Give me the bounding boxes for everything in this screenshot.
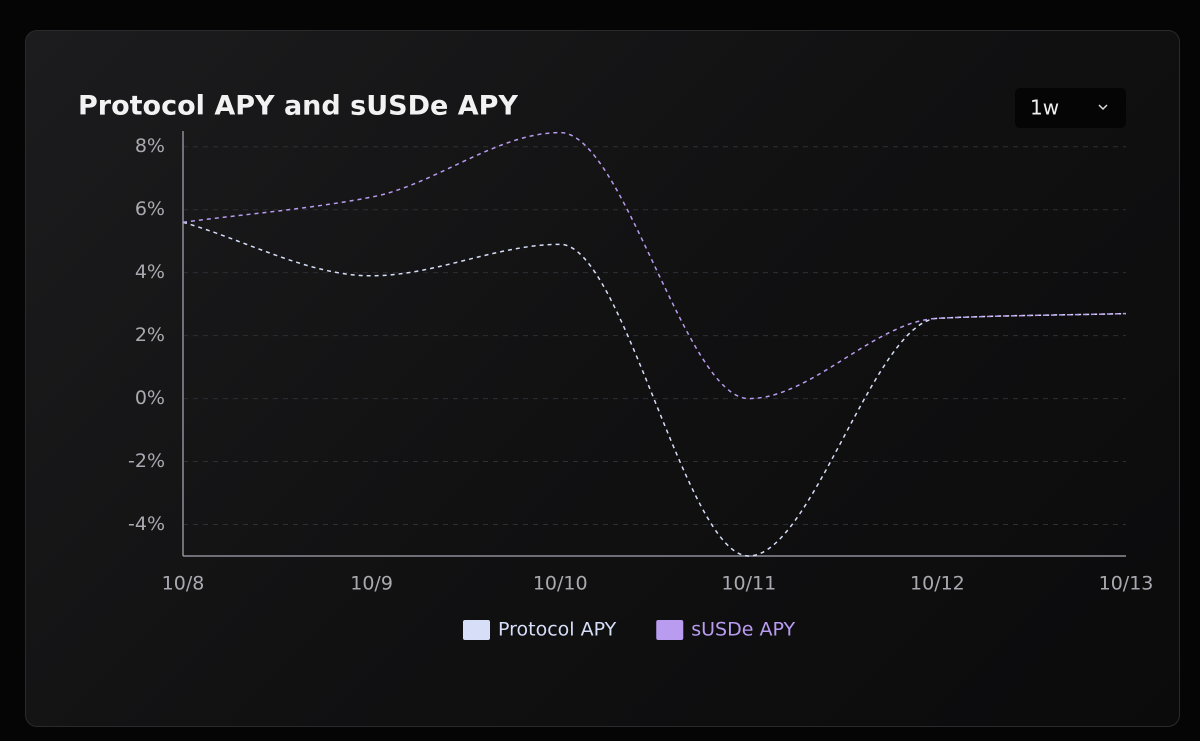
y-tick-label: -4% — [128, 513, 165, 535]
y-tick-label: 4% — [135, 261, 165, 283]
legend-swatch — [463, 620, 490, 640]
legend-label: Protocol APY — [498, 619, 617, 641]
range-selector-box[interactable] — [1015, 88, 1126, 128]
x-tick-label: 10/8 — [162, 573, 205, 595]
chevron-icon[interactable] — [1098, 104, 1108, 111]
x-tick-label: 10/10 — [533, 573, 588, 595]
y-tick-label: 0% — [135, 387, 165, 409]
range-selector[interactable]: 1w — [1015, 88, 1126, 128]
legend-label: sUSDe APY — [691, 619, 795, 641]
y-tick-label: 6% — [135, 198, 165, 220]
chart-card — [25, 30, 1180, 727]
x-tick-label: 10/13 — [1099, 573, 1154, 595]
y-tick-label: 8% — [135, 135, 165, 157]
y-tick-label: -2% — [128, 450, 165, 472]
series-line — [182, 131, 1127, 400]
x-tick-label: 10/9 — [350, 573, 393, 595]
y-tick-label: 2% — [135, 324, 165, 346]
x-tick-label: 10/11 — [721, 573, 776, 595]
chart-title: Protocol APY and sUSDe APY — [78, 91, 518, 122]
x-tick-label: 10/12 — [910, 573, 965, 595]
legend-swatch — [656, 620, 684, 640]
range-selector-value[interactable]: 1w — [1030, 96, 1059, 120]
